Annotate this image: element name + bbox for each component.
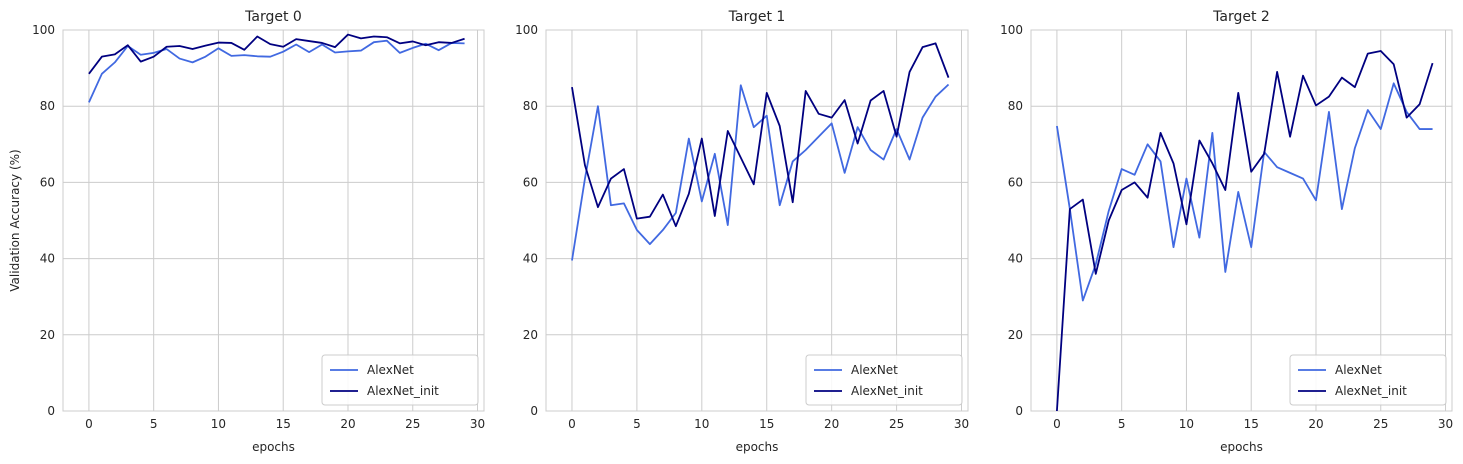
legend-label-0: AlexNet [1335, 363, 1382, 377]
legend-label-0: AlexNet [851, 363, 898, 377]
x-tick-label: 5 [150, 417, 158, 431]
chart-panel-1: 0 5 10 15 20 25 30 0 20 40 60 80 100 Target 1 epochs Al… [515, 9, 969, 454]
y-tick-label: 80 [1008, 99, 1023, 113]
series-line-1 [88, 33, 465, 75]
chart-panel-2: 0 5 10 15 20 25 30 0 20 40 60 80 100 Target 2 epochs Al… [1000, 9, 1453, 454]
x-axis-label: epochs [1220, 440, 1263, 454]
series-line-0 [571, 83, 950, 261]
x-tick-label: 25 [405, 417, 420, 431]
x-tick-label: 5 [1118, 417, 1126, 431]
y-tick-label: 40 [40, 252, 55, 266]
legend-box [805, 354, 963, 406]
y-tick-label: 40 [523, 252, 538, 266]
x-tick-label: 15 [1244, 417, 1259, 431]
x-tick-label: 20 [824, 417, 839, 431]
y-tick-label: 60 [523, 175, 538, 189]
legend-label-1: AlexNet_init [1335, 384, 1407, 398]
plot-frame [1030, 29, 1453, 412]
y-tick-label: 40 [1008, 252, 1023, 266]
x-tick-label: 25 [889, 417, 904, 431]
x-tick-label: 0 [568, 417, 576, 431]
legend-box [1289, 354, 1447, 406]
plot-frame [62, 29, 485, 412]
x-tick-label: 15 [759, 417, 774, 431]
y-axis-label: Validation Accuracy (%) [8, 149, 22, 291]
panel-title: Target 1 [728, 9, 786, 25]
x-tick-label: 30 [954, 417, 969, 431]
chart-panel-0: 0 5 10 15 20 25 30 0 20 40 60 80 100 Target 0 epochs Va… [8, 9, 485, 454]
y-tick-label: 100 [515, 23, 538, 37]
legend: AlexNet AlexNet_init [1289, 354, 1447, 406]
x-axis-label: epochs [252, 440, 295, 454]
y-tick-label: 0 [47, 404, 55, 418]
plot-frame [545, 29, 969, 412]
x-tick-label: 25 [1373, 417, 1388, 431]
y-tick-label: 80 [40, 99, 55, 113]
y-tick-label: 80 [523, 99, 538, 113]
y-tick-label: 100 [1000, 23, 1023, 37]
y-tick-label: 60 [1008, 175, 1023, 189]
x-tick-label: 20 [1308, 417, 1323, 431]
x-tick-label: 30 [1438, 417, 1453, 431]
x-tick-label: 10 [1179, 417, 1194, 431]
legend-label-1: AlexNet_init [367, 384, 439, 398]
x-tick-label: 10 [694, 417, 709, 431]
legend-label-0: AlexNet [367, 363, 414, 377]
y-tick-label: 0 [530, 404, 538, 418]
y-tick-label: 100 [32, 23, 55, 37]
legend-box [321, 354, 479, 406]
x-tick-label: 10 [211, 417, 226, 431]
x-tick-label: 0 [85, 417, 93, 431]
x-tick-label: 30 [470, 417, 485, 431]
x-axis-label: epochs [736, 440, 779, 454]
y-tick-label: 20 [40, 328, 55, 342]
x-tick-label: 20 [340, 417, 355, 431]
x-tick-label: 0 [1053, 417, 1061, 431]
legend-label-1: AlexNet_init [851, 384, 923, 398]
panel-title: Target 2 [1212, 9, 1270, 25]
y-tick-label: 20 [1008, 328, 1023, 342]
y-tick-label: 20 [523, 328, 538, 342]
y-tick-label: 60 [40, 175, 55, 189]
panel-title: Target 0 [244, 9, 302, 25]
legend: AlexNet AlexNet_init [805, 354, 963, 406]
legend: AlexNet AlexNet_init [321, 354, 479, 406]
series-line-0 [88, 39, 465, 103]
x-tick-label: 5 [633, 417, 641, 431]
series-line-1 [571, 42, 950, 228]
x-tick-label: 15 [276, 417, 291, 431]
y-tick-label: 0 [1015, 404, 1023, 418]
series-line-1 [1056, 50, 1434, 412]
series-line-0 [1056, 82, 1433, 302]
